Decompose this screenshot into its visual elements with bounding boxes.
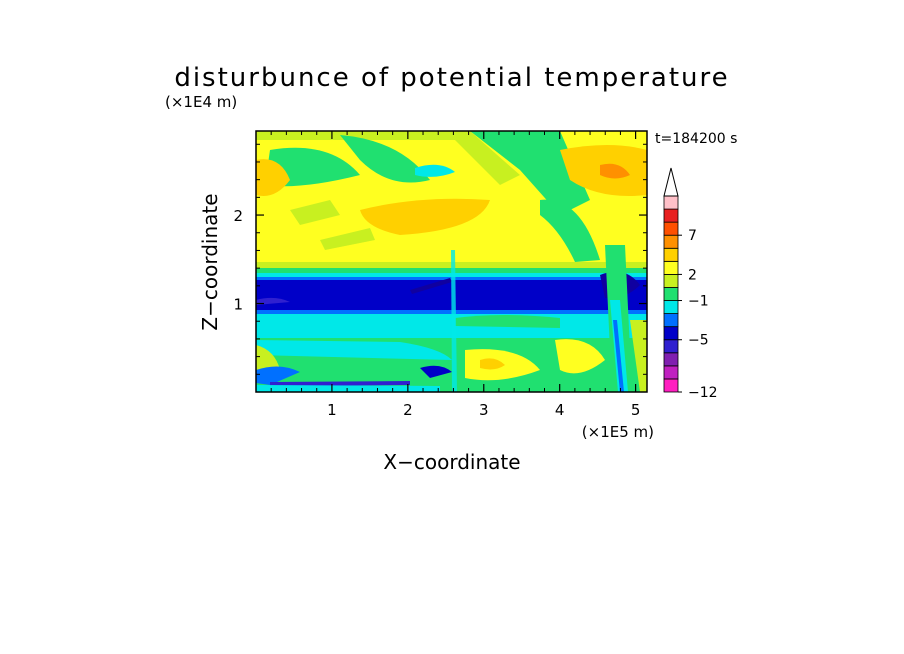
- contour-field: [256, 131, 647, 392]
- bottom-dark-line: [270, 381, 410, 386]
- green-bump-mid: [455, 315, 560, 328]
- dark-streak-2: [410, 278, 452, 294]
- colorbar-swatch: [663, 352, 679, 367]
- colorbar-label: −5: [688, 333, 709, 349]
- green-wedge-right: [540, 199, 600, 262]
- colorbar-swatch: [663, 247, 679, 262]
- lower-blue-streak-2: [420, 365, 452, 378]
- y-tick-label: 2: [233, 207, 243, 225]
- colorbar-swatch: [663, 208, 679, 223]
- plot-frame: [255, 130, 648, 393]
- colorbar-label: −12: [688, 385, 718, 401]
- colorbar-extend-arrow: [663, 167, 679, 197]
- x-axis: 1 2 3 4 5: [270, 131, 641, 419]
- x-tick-label: 5: [631, 401, 641, 419]
- colorbar-swatch: [663, 339, 679, 354]
- colorbar-swatch: [663, 287, 679, 301]
- colorbar: 7 2 −1 −5 −12: [663, 167, 718, 401]
- x-tick-label: 3: [479, 401, 489, 419]
- mid-vertical-discontinuity: [451, 250, 457, 392]
- y-axis: 12: [233, 143, 647, 375]
- orange-patch-left: [256, 159, 290, 196]
- colorbar-swatch: [663, 221, 679, 236]
- x-tick-label: 2: [403, 401, 413, 419]
- upper-green-blob-2: [340, 135, 430, 183]
- colorbar-label: 7: [688, 228, 697, 244]
- x-tick-label: 4: [555, 401, 565, 419]
- dark-streak-1: [256, 297, 290, 305]
- y-tick-label: 1: [233, 296, 243, 314]
- y-axis-label: Z−coordinate: [198, 193, 222, 330]
- lower-blue-streak-1: [256, 366, 300, 385]
- lower-cyan-tongue: [256, 340, 452, 360]
- right-vertical-blue: [613, 320, 624, 392]
- colorbar-swatch: [663, 234, 679, 249]
- colorbar-label: −1: [688, 294, 709, 310]
- colorbar-swatch: [663, 273, 679, 288]
- colorbar-swatch: [663, 326, 679, 341]
- x-axis-label: X−coordinate: [383, 450, 520, 474]
- colorbar-swatch: [663, 365, 679, 380]
- lower-orange-spot: [480, 358, 505, 370]
- colorbar-swatch: [663, 195, 679, 210]
- colorbar-swatch: [663, 300, 679, 314]
- orange-spot-right: [600, 163, 630, 179]
- right-edge-yellow: [630, 320, 647, 392]
- time-label: t=184200 s: [655, 131, 737, 147]
- colorbar-swatch: [663, 260, 679, 275]
- upper-green-streak: [256, 131, 520, 185]
- lower-cyan-base: [256, 385, 440, 392]
- chart-title: disturbunce of potential temperature: [174, 63, 729, 93]
- upper-green-streak-2: [470, 131, 590, 215]
- colorbar-label: 2: [688, 267, 697, 283]
- lower-yellow-patch-3: [555, 339, 605, 374]
- x-unit-label: (×1E5 m): [582, 423, 654, 441]
- orange-patch-center: [360, 198, 490, 235]
- colorbar-swatch: [663, 313, 679, 328]
- colorbar-swatch: [663, 378, 679, 393]
- y-unit-label: (×1E4 m): [165, 93, 237, 111]
- x-tick-label: 1: [327, 401, 337, 419]
- upper-cyan-blob: [415, 164, 455, 177]
- green-streaks-mid: [290, 200, 375, 250]
- upper-green-blob: [265, 147, 360, 187]
